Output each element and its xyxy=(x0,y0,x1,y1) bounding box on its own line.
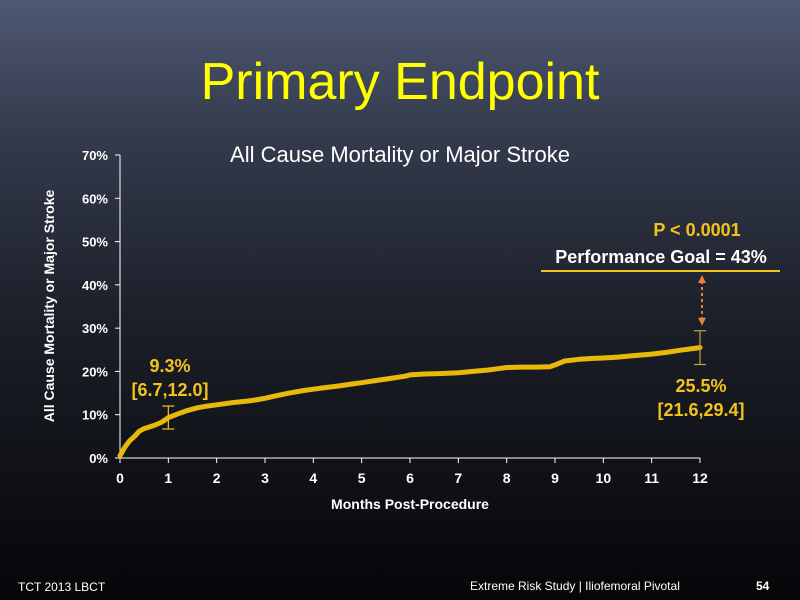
x-tick-label: 9 xyxy=(551,470,559,486)
arrow-head-down-icon xyxy=(698,317,706,326)
footer-conference: TCT 2013 LBCT xyxy=(18,580,106,594)
page-number: 54 xyxy=(756,579,770,593)
month12-estimate: 25.5% xyxy=(675,376,726,396)
slide-title: Primary Endpoint xyxy=(200,53,600,111)
y-axis-title: All Cause Mortality or Major Stroke xyxy=(41,189,57,422)
y-tick-label: 10% xyxy=(82,408,108,423)
x-axis-title: Months Post-Procedure xyxy=(331,496,489,512)
y-tick-label: 0% xyxy=(89,451,108,466)
month12-ci: [21.6,29.4] xyxy=(657,400,744,420)
y-tick-label: 50% xyxy=(82,235,108,250)
x-tick-label: 11 xyxy=(644,470,659,486)
y-tick-label: 60% xyxy=(82,191,108,206)
x-tick-label: 3 xyxy=(261,470,269,486)
x-tick-label: 10 xyxy=(596,470,612,486)
performance-goal-label: Performance Goal = 43% xyxy=(555,247,767,267)
x-tick-label: 4 xyxy=(309,470,317,486)
month1-ci: [6.7,12.0] xyxy=(131,380,208,400)
y-tick-label: 40% xyxy=(82,278,108,293)
x-tick-label: 7 xyxy=(454,470,462,486)
y-tick-label: 30% xyxy=(82,321,108,336)
km-curve xyxy=(117,345,703,459)
p-value-label: P < 0.0001 xyxy=(653,220,740,240)
x-tick-label: 1 xyxy=(164,470,172,486)
x-tick-label: 0 xyxy=(116,470,124,486)
y-tick-label: 70% xyxy=(82,148,108,163)
x-tick-label: 2 xyxy=(213,470,221,486)
x-tick-label: 8 xyxy=(503,470,511,486)
chart-title: All Cause Mortality or Major Stroke xyxy=(230,142,570,167)
x-tick-label: 12 xyxy=(692,470,708,486)
y-tick-label: 20% xyxy=(82,364,108,379)
x-tick-label: 5 xyxy=(358,470,366,486)
arrow-head-up-icon xyxy=(698,275,706,283)
month1-estimate: 9.3% xyxy=(149,356,190,376)
x-tick-label: 6 xyxy=(406,470,414,486)
footer-study: Extreme Risk Study | Iliofemoral Pivotal xyxy=(470,579,680,593)
